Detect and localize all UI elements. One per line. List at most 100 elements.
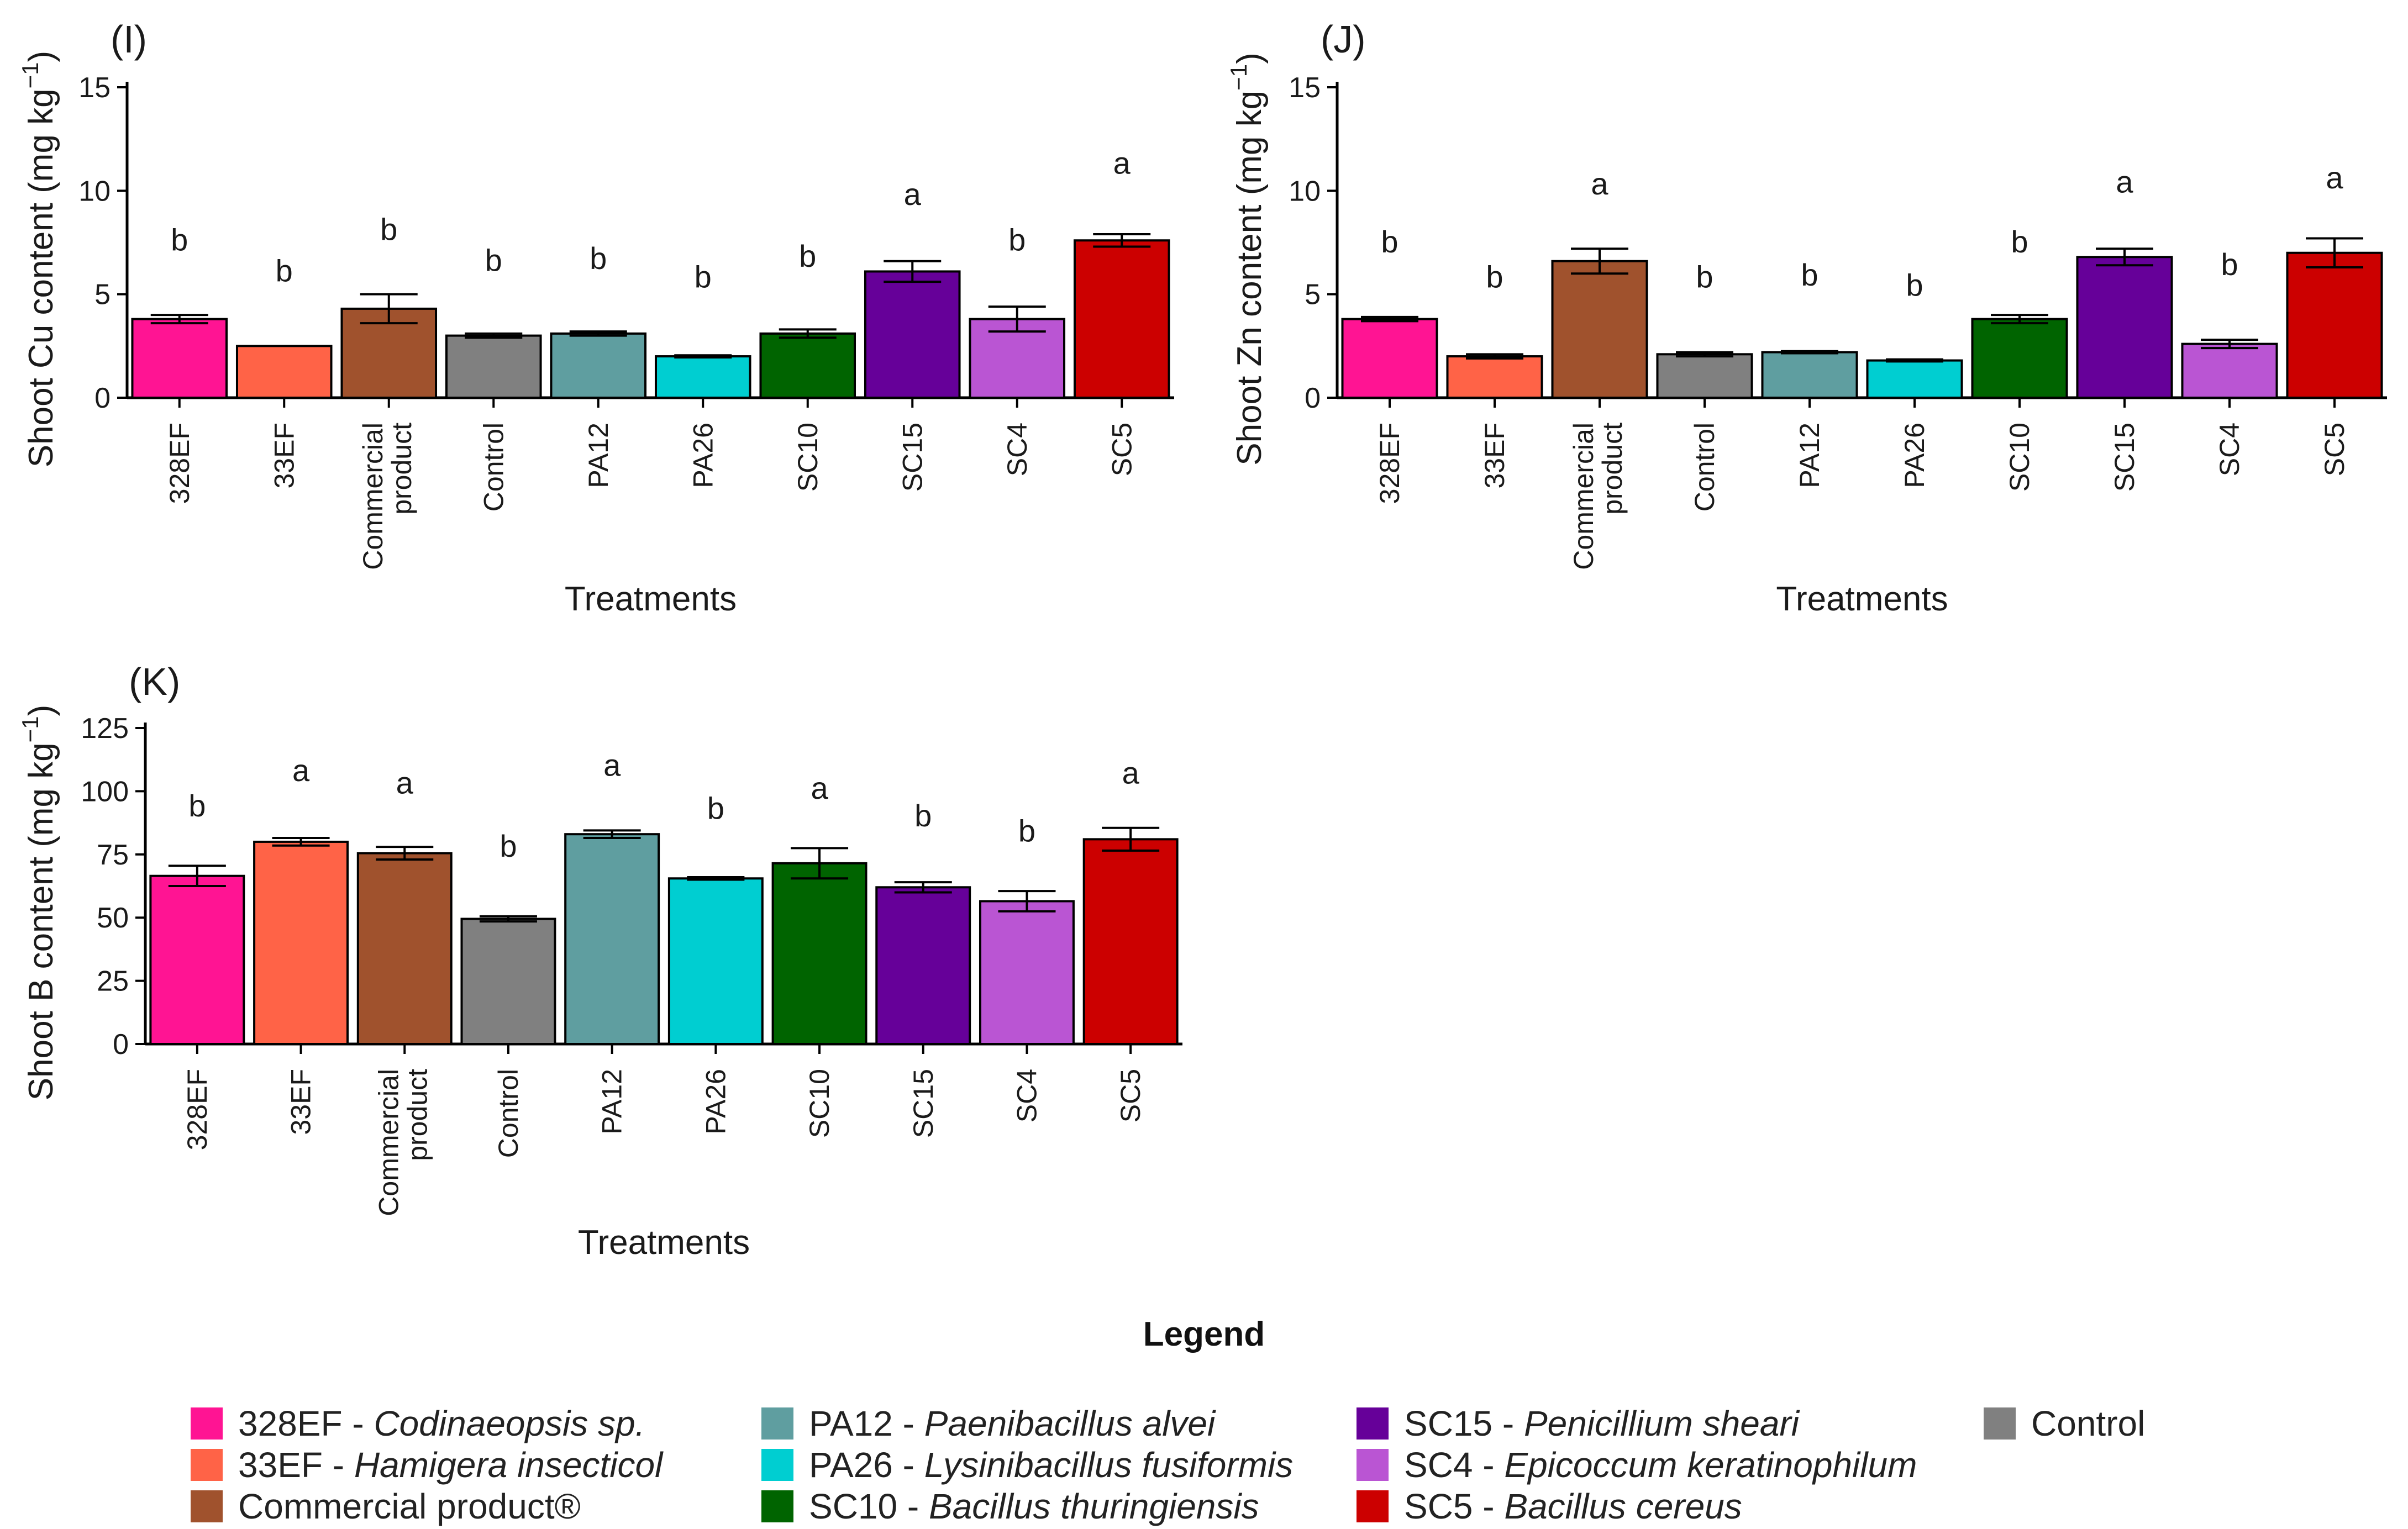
x-tick-label: SC4 (1002, 423, 1033, 476)
legend-code: Commercial product® (238, 1486, 581, 1526)
bar (460, 918, 556, 1046)
significance-letter: a (292, 753, 310, 788)
x-tick-label: SC5 (2319, 423, 2350, 476)
x-tick-label: Control (478, 423, 509, 512)
significance-letter: a (2116, 164, 2133, 199)
figure: (I) 0 5 10 15 Shoot Cu content (mg kg−1) b 328E… (17, 18, 2387, 1262)
bar (875, 886, 971, 1045)
significance-letter: b (799, 239, 816, 273)
x-tick-label: SC4 (1011, 1069, 1042, 1122)
y-tick-label: 10 (78, 175, 111, 207)
legend-swatch (191, 1490, 223, 1522)
bar (1082, 838, 1179, 1045)
x-tick-label: PA26 (1899, 423, 1930, 488)
legend-item: PA12 - Paenibacillus alvei (761, 1404, 1215, 1443)
bar (2286, 251, 2383, 399)
legend: Legend 328EF - Codinaeopsis sp. 33EF - Ha… (0, 1304, 2408, 1529)
significance-letter: b (1008, 222, 1026, 257)
bar (1073, 239, 1170, 399)
significance-letter: b (695, 260, 712, 294)
significance-letter: b (380, 212, 397, 247)
x-tick-label: Control (493, 1069, 524, 1158)
legend-code: SC4 - (1404, 1445, 1505, 1485)
legend-swatch (1357, 1490, 1389, 1522)
bar (445, 334, 542, 399)
bar (1761, 351, 1858, 399)
x-axis-label: Treatments (578, 1224, 750, 1262)
x-tick-label: SC5 (1106, 423, 1137, 476)
x-tick-label: SC10 (2004, 423, 2035, 492)
bar (1656, 353, 1753, 399)
bar (2076, 256, 2173, 399)
legend-swatch (191, 1449, 223, 1481)
legend-item: SC10 - Bacillus thuringiensis (761, 1486, 1259, 1527)
bar (253, 840, 349, 1046)
legend-label: SC5 - Bacillus cereus (1404, 1486, 1742, 1527)
significance-letter: a (2326, 160, 2343, 195)
legend-item: 33EF - Hamigera insecticol (191, 1444, 663, 1485)
legend-item: Control (1984, 1404, 2145, 1443)
legend-swatch (761, 1407, 793, 1440)
significance-letter: b (276, 253, 293, 288)
significance-letter: a (603, 748, 621, 783)
legend-code: PA26 - (809, 1445, 924, 1485)
legend-species: Epicoccum keratinophilum (1504, 1445, 1917, 1485)
chart-panel-i: (I) 0 5 10 15 Shoot Cu content (mg kg−1) b 328E… (17, 18, 1174, 618)
x-tick-label: 33EF (269, 423, 299, 489)
bar (1971, 318, 2068, 399)
x-tick-label: 33EF (286, 1069, 317, 1135)
significance-letter: a (1113, 146, 1131, 181)
y-tick-label: 0 (94, 382, 111, 414)
legend-species: Bacillus cereus (1504, 1486, 1742, 1526)
bar (1551, 260, 1648, 399)
legend-label: SC10 - Bacillus thuringiensis (809, 1486, 1259, 1527)
bar (131, 318, 228, 399)
y-tick-label: 25 (97, 966, 129, 998)
legend-code: PA12 - (809, 1404, 924, 1443)
x-tick-label: 328EF (164, 423, 195, 504)
legend-item: SC4 - Epicoccum keratinophilum (1357, 1444, 1917, 1485)
x-tick-label: SC15 (908, 1069, 939, 1138)
legend-code: 328EF - (238, 1404, 374, 1443)
legend-swatch (1357, 1449, 1389, 1481)
bar (149, 874, 245, 1046)
x-tick-label: PA26 (687, 423, 718, 488)
x-tick-label: SC10 (792, 423, 823, 492)
y-tick-label: 15 (1289, 72, 1321, 104)
significance-letter: b (1018, 814, 1035, 848)
legend-swatch (761, 1449, 793, 1481)
bar (979, 900, 1075, 1046)
legend-label: Commercial product® (238, 1486, 581, 1527)
significance-letter: b (914, 798, 932, 833)
bar (864, 270, 961, 399)
legend-label: Control (2031, 1403, 2145, 1444)
significance-letter: b (590, 241, 607, 276)
significance-letter: a (1122, 755, 1140, 790)
significance-letter: b (2011, 224, 2028, 259)
legend-label: PA12 - Paenibacillus alvei (809, 1403, 1215, 1444)
significance-letter: a (1591, 166, 1608, 201)
legend-species: Codinaeopsis sp. (374, 1404, 645, 1443)
x-tick-label: Commercialproduct (357, 423, 417, 570)
x-tick-label: 33EF (1479, 423, 1510, 489)
x-tick-label: Commercialproduct (373, 1069, 433, 1216)
x-tick-label: PA12 (597, 1069, 628, 1135)
legend-swatch (761, 1490, 793, 1522)
significance-letter: a (811, 771, 828, 805)
legend-label: SC4 - Epicoccum keratinophilum (1404, 1444, 1917, 1485)
significance-letter: b (188, 788, 206, 823)
x-tick-label: SC10 (804, 1069, 835, 1138)
significance-letter: b (2221, 247, 2238, 282)
bar (564, 833, 660, 1046)
legend-species: Bacillus thuringiensis (928, 1486, 1259, 1526)
legend-title: Legend (1143, 1315, 1265, 1353)
legend-label: 33EF - Hamigera insecticol (238, 1444, 663, 1485)
chart-panel-k: (K) 0 25 50 75 100 125 Shoot B content (mg kg−1… (17, 660, 1182, 1262)
significance-letter: b (485, 243, 502, 278)
bar (771, 862, 867, 1046)
x-tick-label: Commercialproduct (1568, 423, 1628, 570)
legend-item: SC5 - Bacillus cereus (1357, 1486, 1742, 1527)
y-tick-label: 0 (113, 1029, 129, 1061)
y-tick-label: 50 (97, 902, 129, 934)
legend-code: SC5 - (1404, 1486, 1505, 1526)
